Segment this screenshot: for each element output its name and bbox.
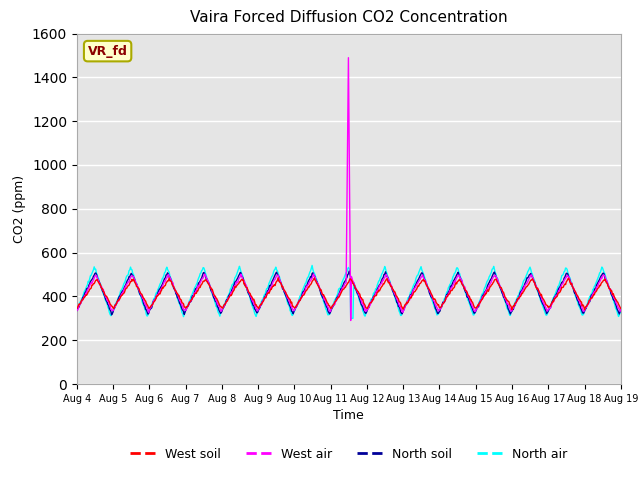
Legend: West soil, West air, North soil, North air: West soil, West air, North soil, North a… <box>125 443 572 466</box>
X-axis label: Time: Time <box>333 409 364 422</box>
Y-axis label: CO2 (ppm): CO2 (ppm) <box>13 175 26 243</box>
Text: VR_fd: VR_fd <box>88 45 127 58</box>
Title: Vaira Forced Diffusion CO2 Concentration: Vaira Forced Diffusion CO2 Concentration <box>190 11 508 25</box>
